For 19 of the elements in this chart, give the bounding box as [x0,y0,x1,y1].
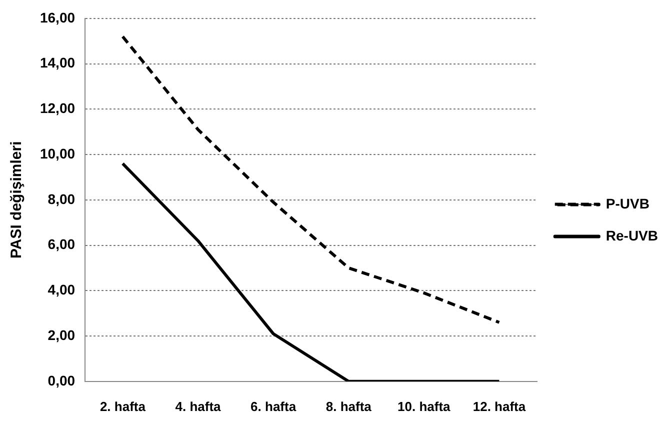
x-tick-label: 12. hafta [472,398,526,414]
y-tick-label: 16,00 [40,9,76,26]
y-tick-label: 12,00 [40,100,76,116]
y-tick-label: 10,00 [40,145,76,162]
y-tick-label: 0,00 [48,372,76,388]
y-tick-label: 8,00 [48,190,76,207]
x-tick-label: 2. hafta [100,398,146,414]
y-tick-label: 6,00 [48,236,76,252]
x-tick-label: 4. hafta [175,398,222,414]
legend-label: P-UVB [606,195,650,212]
y-tick-label: 2,00 [48,326,76,343]
y-tick-label: 14,00 [40,54,76,71]
y-axis-title: PASI değişimleri [8,141,26,259]
line-series [121,35,501,324]
x-tick-label: 8. hafta [326,398,372,414]
legend-label: Re-UVB [606,227,658,244]
y-tick-label: 4,00 [48,282,76,298]
x-tick-label: 10. hafta [398,398,452,414]
x-tick-label: 6. hafta [250,398,297,414]
